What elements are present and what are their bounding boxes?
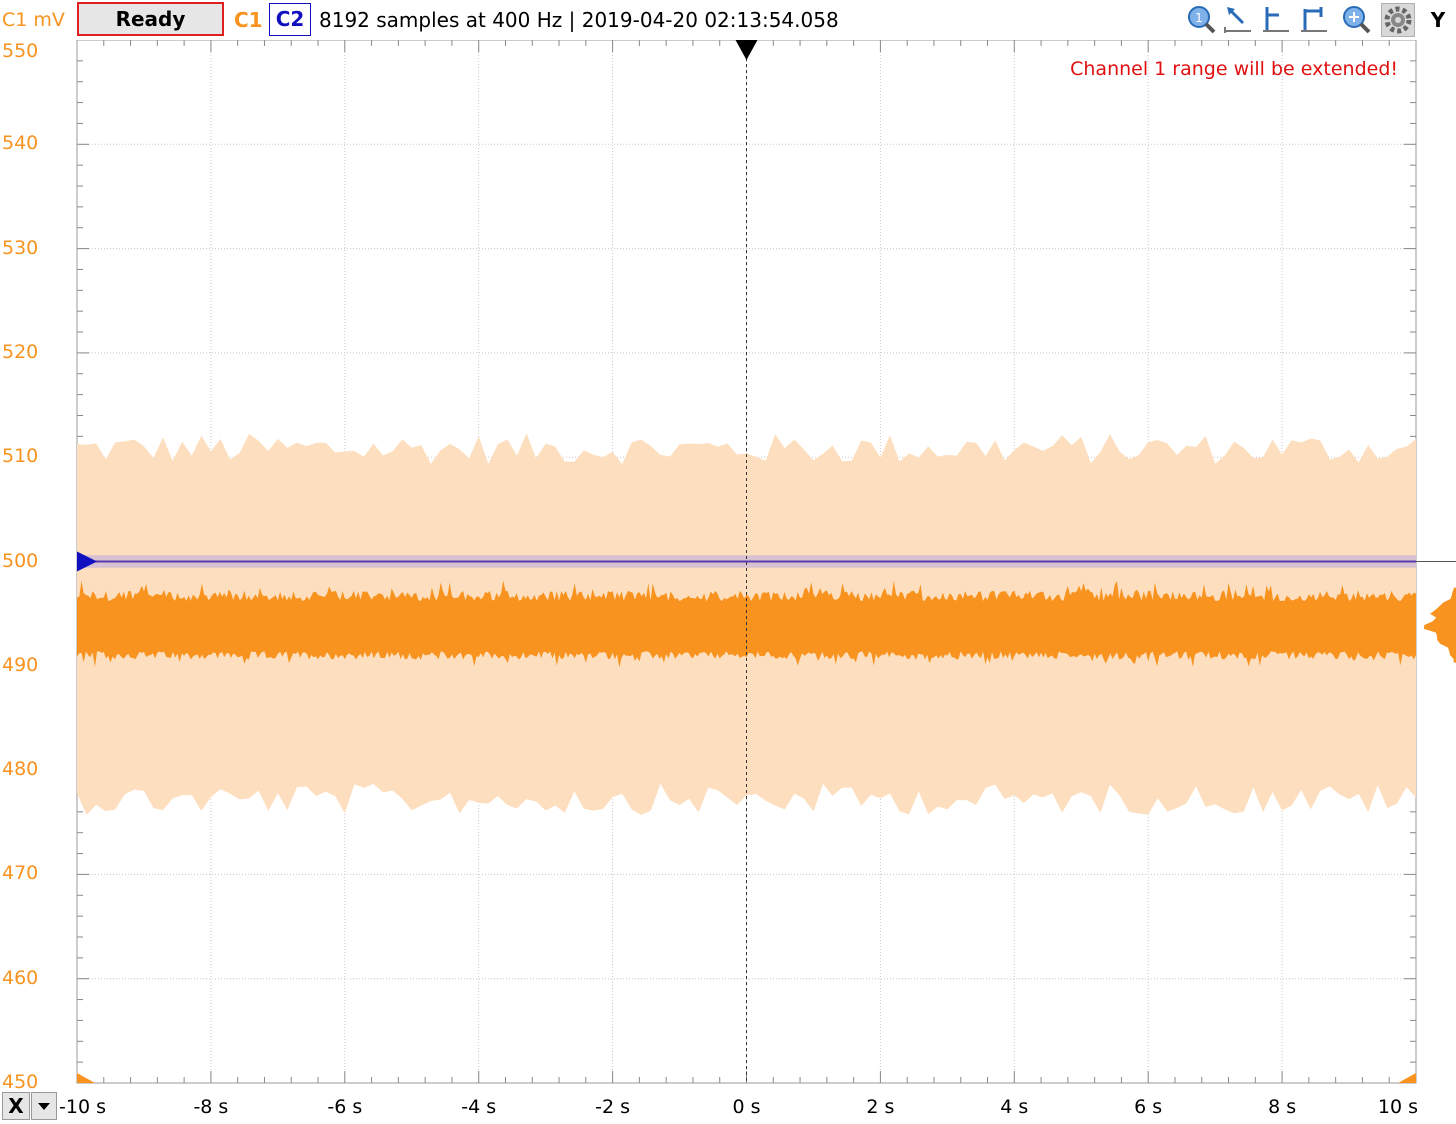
trigger-marker-icon [735, 40, 758, 60]
zoom-fit-button[interactable] [1339, 3, 1373, 37]
acquisition-status: 8192 samples at 400 Hz | 2019-04-20 02:1… [319, 8, 839, 32]
y-tick-label: 520 [2, 340, 39, 363]
y-axis-unit-label: C1 mV [2, 9, 65, 31]
horizontal-marker-icon [1263, 7, 1289, 32]
y-tick-label: 540 [2, 132, 39, 155]
x-axis-dropdown[interactable] [31, 1092, 57, 1120]
x-tick-label: -2 s [595, 1096, 631, 1118]
channel2-level-marker [77, 551, 97, 572]
cursor-select-button[interactable] [1221, 3, 1255, 37]
right-range-marker [1398, 1073, 1416, 1083]
x-tick-label: -8 s [193, 1096, 229, 1118]
x-axis-button[interactable]: X [2, 1092, 30, 1120]
channel1-toggle[interactable]: C1 [234, 8, 263, 32]
settings-button[interactable] [1381, 3, 1415, 37]
y-tick-label: 530 [2, 236, 39, 259]
run-state-button[interactable]: Ready [77, 2, 224, 36]
y-tick-label: 470 [2, 862, 39, 885]
svg-text:1: 1 [1195, 11, 1203, 25]
chevron-down-icon [38, 1103, 50, 1110]
x-tick-label: 0 s [732, 1096, 761, 1118]
x-tick-label: 6 s [1134, 1096, 1163, 1118]
y-axis-button[interactable]: Y [1430, 8, 1446, 32]
vertical-marker-button[interactable] [1297, 3, 1331, 37]
y-tick-label: 500 [2, 549, 39, 572]
x-tick-label: 2 s [866, 1096, 895, 1118]
y-tick-label: 490 [2, 653, 39, 676]
zoom-reset-icon: 1 [1188, 6, 1216, 34]
zoom-reset-button[interactable]: 1 [1184, 3, 1218, 37]
y-tick-label: 510 [2, 445, 39, 468]
x-tick-label: 10 s [1377, 1096, 1418, 1118]
y-tick-label: 450 [2, 1071, 39, 1093]
x-tick-label: 8 s [1268, 1096, 1297, 1118]
y-tick-label: 550 [2, 40, 39, 62]
channel2-toggle[interactable]: C2 [269, 3, 311, 36]
x-tick-label: 4 s [1000, 1096, 1029, 1118]
top-toolbar: C1 mV Ready C1 C2 8192 samples at 400 Hz… [0, 0, 1456, 40]
x-tick-label: -4 s [461, 1096, 497, 1118]
left-range-marker [77, 1073, 95, 1083]
y-tick-label: 480 [2, 758, 39, 781]
zoom-fit-icon [1343, 6, 1371, 34]
range-warning: Channel 1 range will be extended! [1070, 58, 1398, 80]
channel1-histogram [1423, 587, 1456, 663]
horizontal-marker-button[interactable] [1259, 3, 1293, 37]
settings-gear-icon [1384, 6, 1412, 34]
x-tick-label: -10 s [59, 1096, 106, 1118]
x-tick-label: -6 s [327, 1096, 363, 1118]
cursor-select-icon [1224, 7, 1251, 33]
vertical-marker-icon [1301, 7, 1327, 32]
y-tick-label: 460 [2, 966, 39, 989]
